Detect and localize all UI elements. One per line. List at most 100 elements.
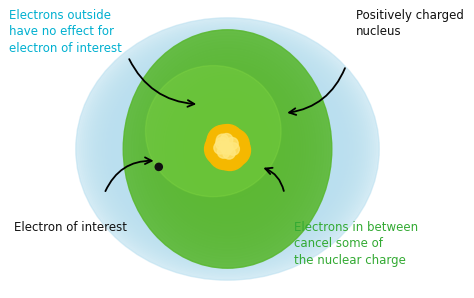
Ellipse shape [218, 134, 250, 167]
Ellipse shape [190, 116, 265, 182]
Ellipse shape [141, 51, 313, 247]
Ellipse shape [176, 105, 279, 193]
Ellipse shape [173, 101, 283, 197]
Ellipse shape [76, 18, 379, 280]
Ellipse shape [144, 54, 311, 244]
Ellipse shape [128, 36, 327, 262]
Ellipse shape [184, 111, 271, 187]
Ellipse shape [195, 121, 260, 177]
Ellipse shape [175, 89, 280, 209]
Ellipse shape [206, 128, 239, 161]
Ellipse shape [131, 39, 324, 259]
Ellipse shape [210, 134, 245, 164]
Ellipse shape [223, 147, 235, 159]
Ellipse shape [148, 80, 307, 218]
Ellipse shape [87, 28, 368, 270]
Ellipse shape [207, 125, 240, 158]
Ellipse shape [219, 140, 235, 158]
Ellipse shape [167, 97, 288, 201]
Ellipse shape [216, 139, 239, 159]
Ellipse shape [123, 59, 332, 239]
Ellipse shape [193, 110, 262, 188]
Ellipse shape [144, 77, 311, 221]
Ellipse shape [211, 125, 244, 157]
Ellipse shape [205, 129, 250, 169]
Ellipse shape [159, 90, 296, 208]
Ellipse shape [108, 46, 347, 252]
Ellipse shape [146, 57, 308, 241]
Ellipse shape [191, 107, 264, 191]
Ellipse shape [167, 80, 287, 218]
Ellipse shape [93, 33, 362, 265]
Ellipse shape [135, 69, 320, 229]
Ellipse shape [116, 52, 339, 246]
Ellipse shape [169, 98, 286, 200]
Ellipse shape [178, 92, 277, 206]
Ellipse shape [110, 47, 345, 251]
Ellipse shape [127, 62, 328, 236]
Ellipse shape [173, 86, 282, 212]
Ellipse shape [99, 38, 356, 260]
Ellipse shape [213, 138, 246, 170]
Ellipse shape [199, 124, 256, 173]
Ellipse shape [146, 66, 281, 197]
Ellipse shape [119, 55, 336, 243]
Ellipse shape [225, 146, 230, 152]
Ellipse shape [152, 63, 303, 235]
Ellipse shape [157, 88, 298, 210]
Ellipse shape [212, 136, 243, 162]
Ellipse shape [186, 113, 269, 185]
Ellipse shape [118, 54, 337, 244]
Ellipse shape [155, 66, 301, 232]
Ellipse shape [125, 60, 330, 238]
Ellipse shape [136, 45, 319, 253]
Ellipse shape [174, 103, 281, 195]
Ellipse shape [112, 49, 343, 249]
Ellipse shape [134, 42, 321, 256]
Ellipse shape [224, 146, 231, 152]
Ellipse shape [95, 34, 360, 264]
Text: Electrons in between
cancel some of
the nuclear charge: Electrons in between cancel some of the … [294, 221, 418, 266]
Ellipse shape [162, 74, 292, 224]
Ellipse shape [212, 131, 243, 167]
Ellipse shape [155, 87, 300, 211]
Ellipse shape [129, 64, 326, 234]
Ellipse shape [97, 36, 358, 262]
Text: Electron of interest: Electron of interest [14, 221, 127, 234]
Ellipse shape [154, 85, 301, 213]
Ellipse shape [149, 60, 306, 238]
Ellipse shape [138, 72, 317, 226]
Ellipse shape [211, 133, 244, 165]
Ellipse shape [171, 100, 284, 198]
Text: Electrons outside
have no effect for
electron of interest: Electrons outside have no effect for ele… [9, 9, 122, 55]
Ellipse shape [139, 48, 316, 250]
Ellipse shape [214, 134, 240, 164]
Ellipse shape [126, 33, 329, 265]
Ellipse shape [209, 128, 246, 170]
Ellipse shape [188, 104, 266, 194]
Ellipse shape [227, 143, 239, 155]
Ellipse shape [78, 20, 377, 278]
Ellipse shape [137, 70, 319, 228]
Ellipse shape [121, 57, 334, 241]
Ellipse shape [133, 67, 322, 231]
Ellipse shape [100, 39, 355, 259]
Ellipse shape [204, 122, 251, 176]
Ellipse shape [196, 113, 259, 185]
Ellipse shape [170, 83, 285, 215]
Ellipse shape [140, 74, 315, 224]
Ellipse shape [76, 18, 379, 280]
Ellipse shape [106, 44, 349, 254]
Ellipse shape [201, 126, 254, 172]
Ellipse shape [220, 142, 235, 156]
Ellipse shape [207, 125, 248, 173]
Ellipse shape [218, 141, 237, 157]
Ellipse shape [80, 21, 375, 277]
Ellipse shape [83, 24, 372, 274]
Ellipse shape [142, 75, 313, 223]
Ellipse shape [222, 144, 233, 154]
Ellipse shape [165, 77, 290, 221]
Ellipse shape [188, 114, 267, 184]
Ellipse shape [163, 93, 292, 205]
Text: Positively charged
nucleus: Positively charged nucleus [356, 9, 464, 38]
